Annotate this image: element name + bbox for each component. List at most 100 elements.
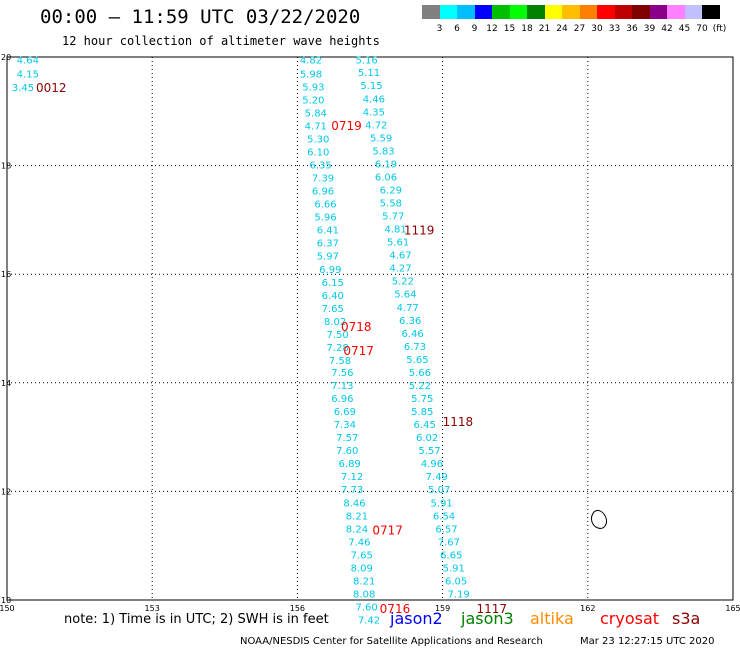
satellite-name-jason2: jason2: [390, 609, 443, 628]
wave-height-label: 6.54: [433, 511, 455, 522]
wave-height-label: 4.71: [305, 121, 327, 132]
legend-label: 6: [454, 24, 460, 34]
legend-label: 45: [678, 24, 691, 34]
legend-swatch: [527, 5, 545, 19]
legend-swatch: [632, 5, 650, 19]
wave-height-label: 5.15: [360, 81, 382, 92]
wave-height-label: 8.24: [346, 524, 368, 535]
legend-swatch: [667, 5, 685, 19]
wave-height-label: 6.66: [314, 200, 336, 211]
wave-height-label: 6.46: [401, 329, 423, 340]
wave-height-label: 5.11: [358, 68, 380, 79]
wave-height-label: 6.02: [416, 433, 438, 444]
lon-tick-label: 153: [145, 604, 160, 613]
wave-height-label: 5.64: [394, 290, 416, 301]
lon-tick-label: 162: [580, 604, 595, 613]
pass-time-label: 1117: [476, 602, 507, 616]
map-title: 00:00 – 11:59 UTC 03/22/2020: [40, 6, 361, 28]
satellite-name-altika: altika: [530, 609, 574, 628]
satellite-name-s3a: s3a: [672, 609, 701, 628]
wave-height-label: 5.16: [355, 56, 377, 67]
wave-height-label: 4.72: [365, 120, 387, 131]
wave-height-label: 3.45: [12, 83, 34, 94]
pass-time-label: 0717: [372, 523, 403, 537]
wave-height-label: 4.77: [397, 303, 419, 314]
lon-tick-label: 159: [435, 604, 450, 613]
legend-label: 36: [626, 24, 638, 34]
wave-height-label: 5.97: [317, 252, 339, 263]
legend-label: 33: [608, 24, 621, 34]
wave-height-label: 6.41: [317, 226, 339, 237]
wave-height-label: 8.21: [346, 511, 368, 522]
lat-tick-label: 14: [1, 379, 11, 388]
wave-height-label: 6.37: [317, 239, 339, 250]
wave-height-label: 6.06: [375, 172, 397, 183]
pass-time-label: 0719: [331, 119, 362, 133]
wave-height-label: 6.45: [414, 420, 436, 431]
wave-height-label: 6.65: [440, 550, 462, 561]
wave-height-label: 6.96: [312, 187, 334, 198]
wave-height-label: 5.22: [409, 381, 431, 392]
wave-height-label: 5.77: [382, 212, 404, 223]
wave-height-label: 4.81: [385, 225, 407, 236]
pass-time-label: 1119: [404, 224, 435, 238]
pass-time-label: 0012: [36, 81, 67, 95]
pass-time-label: 0716: [380, 602, 411, 616]
legend-swatch: [597, 5, 615, 19]
wave-height-label: 8.02: [324, 317, 346, 328]
lat-tick-label: 20: [1, 53, 11, 62]
wave-height-label: 5.30: [307, 134, 329, 145]
wave-height-label: 5.65: [406, 355, 428, 366]
wave-height-label: 5.96: [314, 213, 336, 224]
legend-swatch: [579, 5, 597, 19]
wave-height-label: 5.85: [411, 407, 433, 418]
lon-tick-label: 150: [0, 604, 15, 613]
wave-height-label: 7.57: [336, 433, 358, 444]
footer-note: note: 1) Time is in UTC; 2) SWH is in fe…: [64, 612, 329, 627]
legend-swatch: [492, 5, 510, 19]
wave-height-label: 5.58: [380, 199, 402, 210]
wave-height-label: 5.84: [305, 108, 327, 119]
wave-height-label: 5.91: [443, 563, 465, 574]
legend-swatch: [562, 5, 580, 19]
wave-height-label: 5.66: [409, 368, 431, 379]
legend-label: 30: [591, 24, 603, 34]
wave-height-label: 4.27: [389, 264, 411, 275]
lat-tick-label: 12: [1, 487, 11, 496]
wave-height-label: 7.42: [358, 616, 380, 627]
pass-time-label: 1118: [443, 415, 474, 429]
wave-height-label: 5.57: [418, 446, 440, 457]
legend-swatch: [422, 5, 440, 19]
legend-label: 24: [556, 24, 568, 34]
wave-height-label: 5.59: [370, 133, 392, 144]
legend-swatch: [509, 5, 527, 19]
wave-height-label: 7.13: [331, 381, 353, 392]
wave-height-label: 6.40: [322, 291, 344, 302]
wave-height-label: 4.46: [363, 94, 385, 105]
legend-label: 15: [503, 24, 516, 34]
wave-height-label: 4.67: [389, 251, 411, 262]
legend-swatch: [702, 5, 720, 19]
wave-height-label: 7.56: [331, 368, 353, 379]
wave-height-label: 5.93: [302, 82, 324, 93]
wave-height-label: 6.29: [380, 185, 402, 196]
wave-height-label: 4.15: [17, 69, 39, 80]
legend-label: 12: [486, 24, 498, 34]
wave-height-label: 4.64: [17, 56, 39, 67]
map-frame: [6, 56, 734, 601]
wave-height-label: 6.99: [319, 265, 341, 276]
lat-tick-label: 10: [1, 596, 11, 605]
wave-height-label: 7.73: [341, 485, 363, 496]
wave-height-label: 5.20: [302, 95, 324, 106]
generated-timestamp: Mar 23 12:27:15 UTC 2020: [580, 636, 715, 647]
pass-time-label: 0717: [343, 344, 374, 358]
wave-height-label: 7.28: [326, 343, 348, 354]
satellite-name-jason3: jason3: [461, 609, 514, 628]
map-subtitle: 12 hour collection of altimeter wave hei…: [62, 34, 380, 48]
wave-height-label: 7.60: [355, 603, 377, 614]
wave-height-label: 5.61: [387, 238, 409, 249]
legend-label: 3: [436, 24, 443, 34]
wave-height-label: 7.58: [329, 356, 351, 367]
island-outline: [590, 509, 607, 529]
